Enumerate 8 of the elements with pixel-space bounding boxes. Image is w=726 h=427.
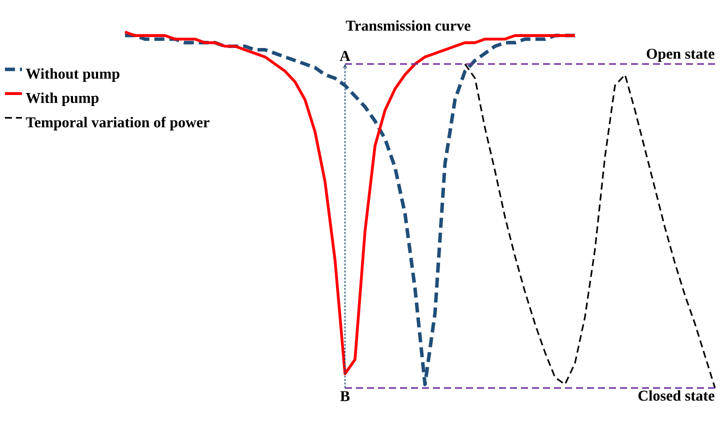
legend-label: With pump <box>26 92 99 106</box>
annotation: B <box>340 391 350 402</box>
ref-line-label: Closed state <box>638 390 714 401</box>
annotation: A <box>340 50 350 61</box>
chart-title: Transmission curve <box>346 20 470 31</box>
ref-line-label: Open state <box>646 48 714 62</box>
legend-label: Temporal variation of power <box>26 116 210 130</box>
legend-label: Without pump <box>26 68 120 82</box>
